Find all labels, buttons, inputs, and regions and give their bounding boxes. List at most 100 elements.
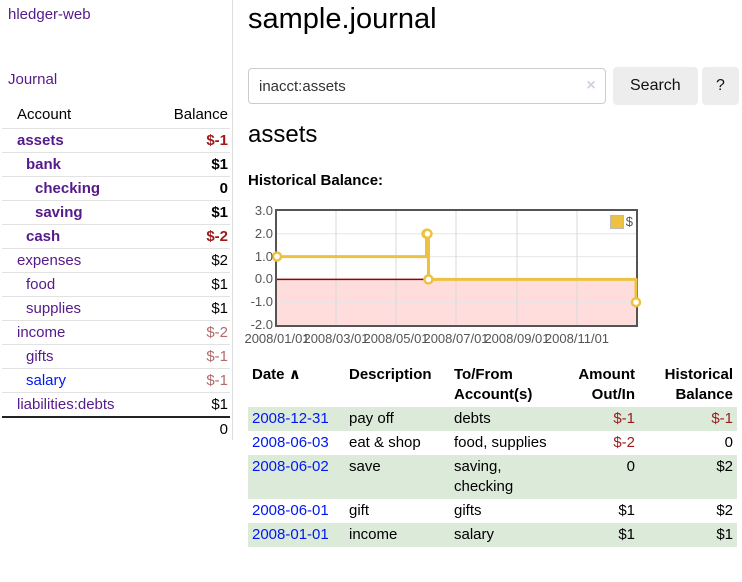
transaction-balance: $2 (716, 502, 733, 519)
transaction-accounts: debts (454, 410, 491, 427)
y-axis-tick-label: 1.0 (254, 248, 273, 264)
transaction-amount: $1 (618, 526, 635, 543)
account-link[interactable]: liabilities:debts (17, 396, 115, 413)
description-column-header: Description (349, 366, 432, 383)
transaction-balance: $-1 (711, 410, 733, 427)
x-axis-tick-label: 2008/05/01 (363, 331, 429, 346)
y-axis-tick-label: -1.0 (250, 294, 273, 310)
legend-label: $ (625, 214, 633, 229)
data-point-marker (630, 296, 642, 308)
account-row: saving $1 (2, 200, 230, 225)
account-link[interactable]: salary (26, 372, 67, 389)
account-row: liabilities:debts $1 (2, 392, 230, 418)
x-axis-tick-label: 2008/07/01 (423, 331, 489, 346)
x-axis-tick-label: 2008/09/01 (484, 331, 550, 346)
date-column-header[interactable]: Date ∧ (252, 366, 301, 383)
account-balance: $1 (211, 156, 228, 173)
account-link[interactable]: checking (35, 180, 101, 197)
account-link[interactable]: saving (35, 204, 83, 221)
transaction-balance: 0 (724, 434, 733, 451)
account-heading: assets (248, 121, 318, 148)
account-link[interactable]: income (17, 324, 66, 341)
x-axis-tick-label: 2008/03/01 (303, 331, 369, 346)
transaction-date-link[interactable]: 2008-12-31 (252, 410, 329, 427)
account-link[interactable]: bank (26, 156, 62, 173)
account-row: food $1 (2, 272, 230, 297)
account-row: gifts $-1 (2, 344, 230, 369)
data-point-marker (423, 274, 434, 285)
data-point-marker (422, 228, 433, 240)
transaction-description: eat & shop (349, 434, 421, 451)
account-link[interactable]: assets (17, 132, 64, 149)
transaction-row: 2008-06-01 gift gifts $1 $2 (248, 499, 737, 523)
account-balance: $-2 (206, 324, 228, 341)
account-balance: $-1 (206, 372, 228, 389)
transaction-description: pay off (349, 410, 394, 427)
transaction-accounts: food, supplies (454, 434, 547, 451)
transaction-accounts: gifts (454, 502, 482, 519)
transaction-date-link[interactable]: 2008-01-01 (252, 526, 329, 543)
accounts-balance-table: Account Balance assets $-1 bank $1 checking 0… (2, 103, 230, 441)
account-balance: $-1 (206, 348, 228, 365)
account-balance: $1 (211, 300, 228, 317)
accounts-total-row: 0 (2, 417, 230, 441)
account-row: income $-2 (2, 320, 230, 345)
account-link[interactable]: gifts (26, 348, 54, 365)
transaction-date-link[interactable]: 2008-06-02 (252, 458, 329, 475)
transaction-accounts: saving, checking (454, 458, 514, 495)
account-balance: $2 (211, 252, 228, 269)
accounts-total-value: 0 (219, 421, 228, 438)
transaction-balance: $2 (716, 458, 733, 475)
account-link[interactable]: food (26, 276, 56, 293)
account-row: bank $1 (2, 152, 230, 177)
transaction-amount: $-1 (613, 410, 635, 427)
app-title-link[interactable]: hledger-web (8, 6, 91, 23)
chart-title: Historical Balance: (248, 172, 384, 189)
transaction-amount: $-2 (613, 434, 635, 451)
data-point-marker (271, 251, 283, 262)
y-axis-tick-label: 2.0 (254, 225, 273, 241)
legend-swatch-icon (609, 214, 624, 229)
y-axis-tick-label: 0.0 (254, 271, 273, 287)
chart-plot-area: $ (271, 209, 642, 327)
account-link[interactable]: expenses (17, 252, 82, 269)
account-balance: $-1 (206, 132, 228, 149)
chart-legend: $ (609, 214, 633, 229)
account-row: assets $-1 (2, 128, 230, 153)
account-row: supplies $1 (2, 296, 230, 321)
transaction-row: 2008-06-03 eat & shop food, supplies $-2 0 (248, 431, 737, 455)
transaction-date-link[interactable]: 2008-06-01 (252, 502, 329, 519)
register-table: Date ∧ Description To/From Account(s) Am… (248, 363, 737, 547)
search-button[interactable]: Search (613, 67, 698, 105)
sidebar: hledger-web Journal Account Balance asse… (0, 0, 233, 440)
transaction-amount: $1 (618, 502, 635, 519)
register-header-row: Date ∧ Description To/From Account(s) Am… (248, 363, 737, 407)
balance-column-header: Balance (173, 106, 228, 123)
x-axis-tick-label: 2008/11/01 (544, 331, 610, 346)
account-balance: $1 (211, 396, 228, 413)
sidebar-item-journal[interactable]: Journal (8, 71, 58, 88)
transaction-amount: 0 (626, 458, 635, 475)
account-balance: 0 (219, 180, 228, 197)
account-row: expenses $2 (2, 248, 230, 273)
y-axis-tick-label: 3.0 (254, 203, 273, 218)
y-axis-tick-label: -2.0 (250, 317, 273, 332)
transaction-description: income (349, 526, 398, 543)
account-link[interactable]: supplies (26, 300, 82, 317)
transaction-description: gift (349, 502, 370, 519)
page-title: sample.journal (248, 3, 437, 35)
transaction-accounts: salary (454, 526, 495, 543)
accounts-column-header: To/From Account(s) (454, 366, 533, 403)
account-balance: $1 (211, 204, 228, 221)
help-button[interactable]: ? (702, 67, 739, 105)
sort-ascending-icon: ∧ (288, 366, 301, 383)
transaction-row: 2008-01-01 income salary $1 $1 (248, 523, 737, 547)
accounts-column-header: Account (17, 106, 72, 123)
search-input[interactable] (248, 68, 606, 104)
transaction-row: 2008-06-02 save saving, checking 0 $2 (248, 455, 737, 499)
transaction-date-link[interactable]: 2008-06-03 (252, 434, 329, 451)
account-link[interactable]: cash (26, 228, 61, 245)
account-balance: $1 (211, 276, 228, 293)
clear-search-icon[interactable]: × (586, 77, 596, 94)
